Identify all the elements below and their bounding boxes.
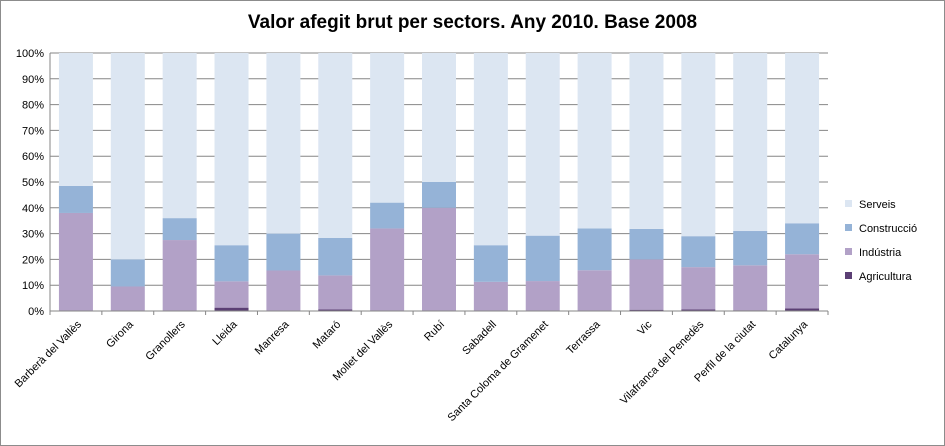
bar-segment <box>266 233 301 271</box>
bar-segment <box>266 53 301 234</box>
legend-label: Serveis <box>859 199 896 211</box>
bar-segment <box>318 53 353 238</box>
y-tick-label: 10% <box>22 280 44 292</box>
bar-segment <box>422 53 456 182</box>
legend-swatch <box>845 200 852 207</box>
x-tick-label: Barberà del Vallès <box>13 318 85 390</box>
bar-segment <box>214 307 249 311</box>
bar-segment <box>629 259 664 310</box>
legend: Serveis Construcció Indústria Agricultura <box>845 199 917 283</box>
x-tick-label: Manresa <box>253 318 292 357</box>
bar-segment <box>214 245 249 282</box>
bar-segment <box>266 270 301 311</box>
y-tick-label: 100% <box>16 48 44 60</box>
x-tick-label: Rubí <box>422 319 447 344</box>
legend-swatch <box>845 248 852 255</box>
x-tick-label: Sabadell <box>460 319 499 358</box>
y-tick-label: 20% <box>22 254 44 266</box>
bar-segment <box>214 281 249 308</box>
bar-segment <box>525 281 560 311</box>
bar-segment <box>785 223 820 255</box>
bar-segment <box>577 228 612 271</box>
legend-label: Construcció <box>859 223 917 235</box>
y-tick-label: 40% <box>22 203 44 215</box>
bar-segment <box>681 309 716 311</box>
bar-segment <box>162 240 197 311</box>
x-tick-label: Girona <box>104 318 136 350</box>
bar-segment <box>318 237 353 276</box>
bar-segment <box>422 207 456 311</box>
x-tick-label: Mataró <box>311 319 344 352</box>
bar-segment <box>318 309 353 311</box>
bar-segment <box>785 254 820 309</box>
bar-segment <box>681 53 716 237</box>
y-tick-label: 50% <box>22 177 44 189</box>
y-tick-label: 30% <box>22 229 44 241</box>
bar-segment <box>629 228 664 260</box>
bar-segment <box>577 53 612 229</box>
y-axis-ticks: 0% 10% 20% 30% 40% 50% 60% 70% 80% 90% 100% <box>16 48 44 318</box>
bar-segment <box>577 270 612 311</box>
legend-swatch <box>845 272 852 279</box>
bar-segment <box>58 185 93 213</box>
x-axis-ticks: Barberà del Vallès Girona Granollers Lleida… <box>13 318 811 424</box>
legend-swatch <box>845 224 852 231</box>
bar-segment <box>473 281 508 311</box>
bar-segment <box>733 53 768 232</box>
x-tick-label: Vic <box>635 318 655 338</box>
bar-segment <box>473 53 508 246</box>
y-tick-label: 80% <box>22 100 44 112</box>
legend-label: Indústria <box>859 247 902 259</box>
bar-segment <box>629 309 664 311</box>
bar-segment <box>370 202 405 229</box>
bar-segment <box>733 231 768 266</box>
x-tick-label: Catalunya <box>767 318 811 362</box>
bar-segment <box>681 267 716 310</box>
bar-segment <box>681 236 716 268</box>
axes <box>49 53 829 315</box>
bar-segment <box>629 53 664 229</box>
x-tick-label: Santa Coloma de Gramenet <box>446 319 551 424</box>
bar-segment <box>370 228 405 311</box>
bar-segment <box>162 53 197 219</box>
bar-segment <box>318 275 353 310</box>
bar-segment <box>525 53 560 236</box>
bar-segment <box>785 308 820 311</box>
bar-segment <box>370 53 405 203</box>
bar-segment <box>785 53 820 224</box>
chart-title: Valor afegit brut per sectors. Any 2010.… <box>247 12 698 33</box>
bar-segment <box>110 259 145 287</box>
bar-segment <box>473 245 508 282</box>
legend-label: Agricultura <box>859 271 912 283</box>
bars <box>58 53 820 311</box>
bar-segment <box>733 265 768 311</box>
x-tick-label: Granollers <box>143 318 188 363</box>
bar-segment <box>58 212 93 311</box>
bar-segment <box>162 218 197 241</box>
x-tick-label: Terrassa <box>564 318 603 357</box>
bar-segment <box>110 286 145 311</box>
y-tick-label: 70% <box>22 125 44 137</box>
y-tick-label: 0% <box>28 306 44 318</box>
bar-segment <box>422 182 456 208</box>
y-tick-label: 60% <box>22 151 44 163</box>
x-tick-label: Vilafranca del Penedès <box>618 318 707 407</box>
bar-segment <box>214 53 249 246</box>
x-tick-label: Lleida <box>210 318 240 348</box>
y-tick-label: 90% <box>22 74 44 86</box>
bar-segment <box>110 53 145 260</box>
bar-segment <box>58 53 93 186</box>
bar-segment <box>525 235 560 282</box>
